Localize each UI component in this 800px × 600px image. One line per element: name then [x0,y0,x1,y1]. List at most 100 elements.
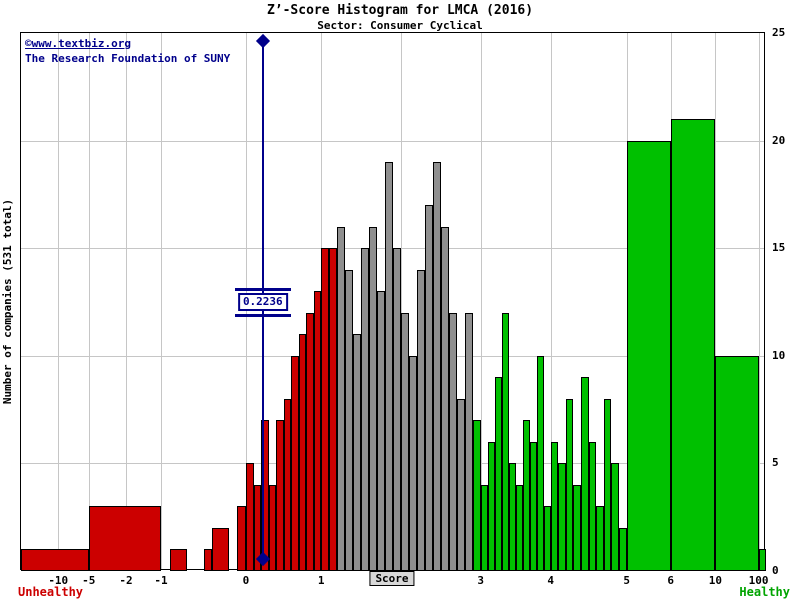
histogram-bar [501,312,509,571]
histogram-bar [245,463,254,571]
y-axis-tick-label: 20 [772,133,786,147]
gridline-vertical [58,33,60,569]
gridline-vertical [550,33,552,569]
x-axis-tick-label: 5 [623,574,630,587]
gridline-vertical [480,33,482,569]
histogram-bar [321,248,330,571]
histogram-bar [596,506,604,571]
histogram-bar [522,420,530,571]
histogram-bar [573,484,582,571]
histogram-bar [611,463,620,571]
histogram-bar [515,484,523,571]
histogram-bar [203,549,212,571]
histogram-bar [261,420,269,571]
y-axis-tick-label: 15 [772,241,786,255]
histogram-bar [313,291,322,571]
histogram-bar [536,355,544,571]
watermark-link[interactable]: ©www.textbiz.org [25,37,131,50]
histogram-bar [392,248,401,571]
histogram-bar [529,441,537,571]
gridline-vertical [88,33,90,569]
x-axis-tick-label: -2 [119,574,133,587]
histogram-bar [276,420,284,571]
histogram-bar [550,441,559,571]
histogram-bar [432,162,441,571]
watermark-org: The Research Foundation of SUNY [25,52,231,65]
plot-area: ©www.textbiz.org The Research Foundation… [20,26,785,587]
histogram-bar [329,248,338,571]
y-axis-tick-label: 5 [772,456,779,470]
histogram-bar [440,226,449,571]
histogram-bar [361,248,370,571]
histogram-bar [253,484,262,571]
x-axis-tick-label: -1 [154,574,168,587]
watermark: ©www.textbiz.org The Research Foundation… [25,36,230,66]
histogram-bar [480,484,488,571]
histogram-bar [400,312,409,571]
histogram-bar [268,484,277,571]
x-axis-title: Score [369,571,415,586]
histogram-bar [758,549,766,571]
histogram-bar [237,506,246,571]
x-axis-tick-label: -5 [82,574,96,587]
x-axis-tick-label: 10 [708,574,722,587]
histogram-bar [588,441,597,571]
gridline-vertical [715,33,717,569]
marker-cap-top [234,288,291,291]
y-axis-title-text: Number of companies (531 total) [1,198,15,404]
histogram-bar [494,377,502,571]
histogram-bar [408,355,417,571]
histogram-bar [424,205,433,571]
histogram-bar [416,269,425,571]
histogram-bar [603,398,612,571]
histogram-bar [619,527,627,571]
marker-top-diamond [255,33,270,49]
histogram-bar [385,162,393,571]
histogram-bar [353,334,362,571]
y-axis-tick-label: 25 [772,26,786,39]
histogram-bar [212,527,229,571]
histogram-bar [456,398,465,571]
marker-cap-bottom [234,313,291,317]
histogram-bar [670,119,716,571]
histogram-bar [464,312,473,571]
gridline-vertical [161,33,163,569]
histogram-bar [369,226,378,571]
histogram-bar [472,420,481,571]
histogram-bar [508,463,516,571]
y-axis-tick-label: 0 [772,564,779,577]
histogram-bar [88,506,162,571]
y-axis-tick-label: 10 [772,348,786,362]
histogram-bar [581,377,589,571]
gridline-vertical [126,33,128,569]
healthy-label: Healthy [739,585,790,599]
chart-subtitle: Sector: Consumer Cyclical [317,19,483,32]
histogram-bar [283,398,292,571]
x-axis-tick-label: 100 [748,574,769,587]
gridline-vertical [758,33,760,569]
histogram-bar [715,355,759,571]
histogram-bar [543,506,551,571]
histogram-bar [337,226,346,571]
histogram-bar [487,441,495,571]
x-axis-tick-label: -10 [48,574,69,587]
marker-value-label: 0.2236 [237,293,288,312]
histogram-bar [448,312,457,571]
x-axis-tick-label: 0 [242,574,250,587]
histogram-bar [565,398,574,571]
y-axis-title: Number of companies (531 total) [0,32,16,570]
histogram-bar [345,269,354,571]
histogram-bar [558,463,566,571]
x-axis-tick-label: 6 [667,574,674,587]
unhealthy-label: Unhealthy [18,585,84,599]
gridline-vertical [400,33,402,569]
histogram-bar [306,312,314,571]
x-axis-tick-label: 1 [317,574,325,587]
gridline-horizontal [21,140,764,142]
x-axis-tick-label: 4 [547,574,554,587]
histogram-bar [169,549,187,571]
histogram-bar [298,334,307,571]
histogram-bar [377,291,385,571]
histogram-bar [626,140,671,571]
